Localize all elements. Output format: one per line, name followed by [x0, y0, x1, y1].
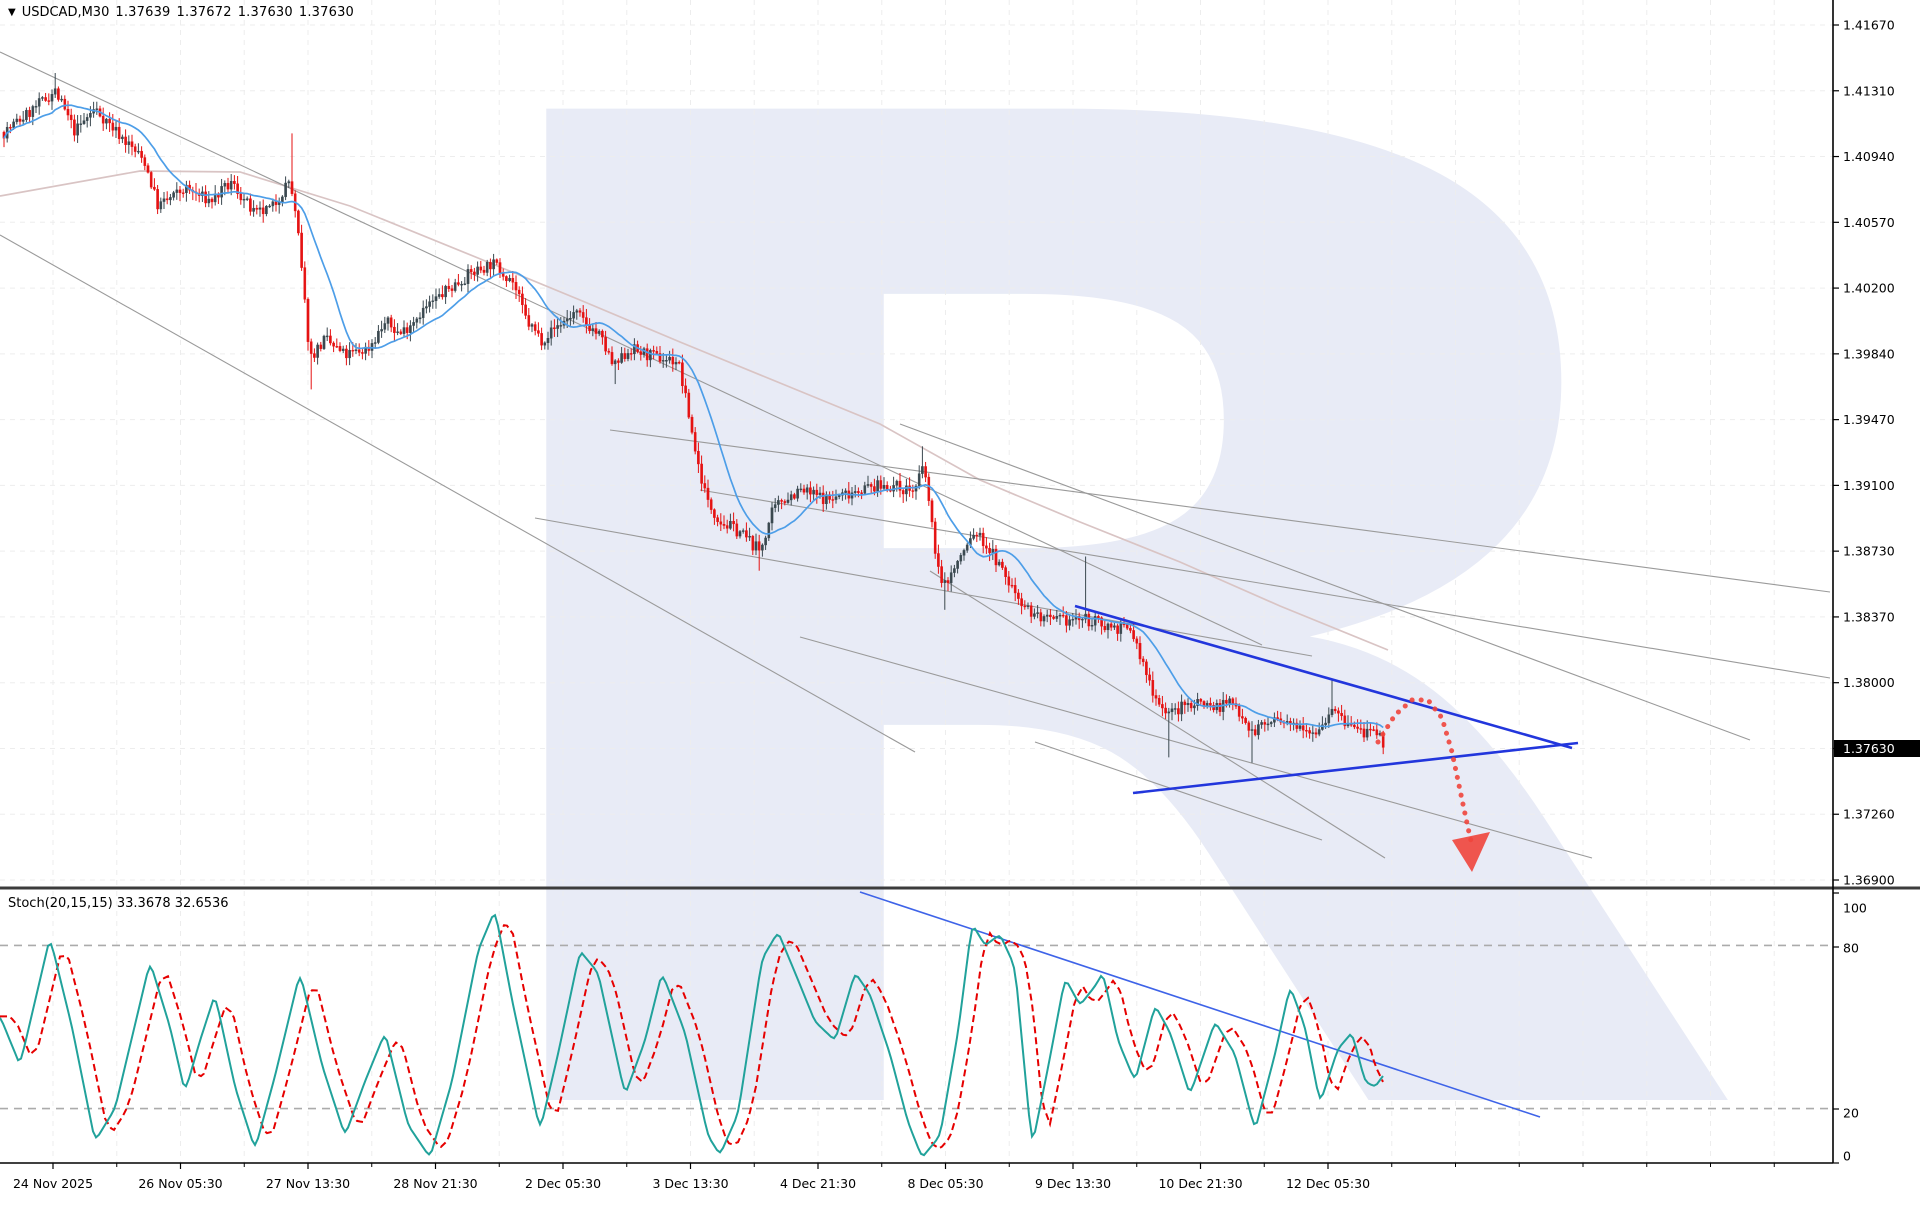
ohlc-low: 1.37630 — [237, 5, 293, 20]
time-axis-label: 9 Dec 13:30 — [1035, 1176, 1111, 1191]
pane-separator[interactable] — [0, 886, 1920, 890]
indicator-axis-label: 100 — [1843, 901, 1867, 916]
indicator-name: Stoch(20,15,15) — [8, 896, 113, 911]
ohlc-open: 1.37639 — [115, 5, 171, 20]
ohlc-high: 1.37672 — [176, 5, 232, 20]
price-axis-label: 1.36900 — [1843, 873, 1895, 888]
indicator-axis-label: 80 — [1843, 941, 1859, 956]
price-axis-label: 1.40940 — [1843, 149, 1895, 164]
ma-slow-pink — [0, 170, 1389, 651]
time-axis[interactable]: 24 Nov 2025 26 Nov 05:30 27 Nov 13:30 28 No… — [13, 1163, 1775, 1191]
price-axis-label: 1.41670 — [1843, 18, 1895, 33]
price-axis-label: 1.38370 — [1843, 609, 1895, 624]
indicator-k-value: 33.3678 — [116, 896, 171, 911]
price-axis-label: 1.38730 — [1843, 544, 1895, 559]
collapse-triangle-icon[interactable]: ▼ — [8, 7, 16, 18]
price-axis-label: 1.38000 — [1843, 675, 1895, 690]
projection-arrow — [1375, 697, 1490, 872]
price-axis[interactable]: 1.41670 1.41310 1.40940 1.40570 1.40200 1.398… — [1833, 18, 1895, 888]
time-axis-label: 10 Dec 21:30 — [1158, 1176, 1242, 1191]
time-axis-label: 28 Nov 21:30 — [393, 1176, 477, 1191]
price-axis-label: 1.37260 — [1843, 807, 1895, 822]
current-price-label: 1.37630 — [1834, 740, 1920, 757]
indicator-axis[interactable]: 100 80 20 0 — [1833, 892, 1867, 1164]
ma-fast-blue — [3, 104, 1384, 729]
indicator-axis-label: 0 — [1843, 1149, 1851, 1164]
time-axis-label: 3 Dec 13:30 — [652, 1176, 728, 1191]
time-axis-label: 24 Nov 2025 — [13, 1176, 93, 1191]
chart-title-bar: ▼ USDCAD,M30 1.37639 1.37672 1.37630 1.3… — [8, 5, 354, 20]
candlestick-layer — [2, 72, 1385, 763]
time-axis-label: 2 Dec 05:30 — [525, 1176, 601, 1191]
time-axis-label: 8 Dec 05:30 — [907, 1176, 983, 1191]
current-price-value: 1.37630 — [1843, 741, 1895, 756]
time-axis-label: 26 Nov 05:30 — [138, 1176, 222, 1191]
indicator-d-value: 32.6536 — [174, 896, 229, 911]
indicator-axis-label: 20 — [1843, 1106, 1859, 1121]
price-axis-label: 1.39840 — [1843, 346, 1895, 361]
indicator-label: Stoch(20,15,15) 33.3678 32.6536 — [8, 896, 229, 911]
stochastic-pane — [0, 891, 1833, 1157]
time-axis-label: 12 Dec 05:30 — [1286, 1176, 1370, 1191]
stoch-d-line — [0, 924, 1384, 1150]
price-axis-label: 1.40570 — [1843, 215, 1895, 230]
ohlc-close: 1.37630 — [298, 5, 355, 20]
grid-layer — [0, 0, 1833, 1163]
price-axis-label: 1.39100 — [1843, 478, 1895, 493]
time-axis-label: 27 Nov 13:30 — [266, 1176, 350, 1191]
time-axis-label: 4 Dec 21:30 — [780, 1176, 856, 1191]
price-axis-label: 1.39470 — [1843, 412, 1895, 427]
stoch-k-line — [0, 913, 1384, 1157]
axis-chrome — [0, 0, 1920, 1164]
price-axis-label: 1.40200 — [1843, 281, 1895, 296]
price-axis-label: 1.41310 — [1843, 83, 1895, 98]
blue-wedge-trendlines — [1074, 604, 1579, 795]
symbol-timeframe-label: USDCAD,M30 — [21, 5, 110, 20]
